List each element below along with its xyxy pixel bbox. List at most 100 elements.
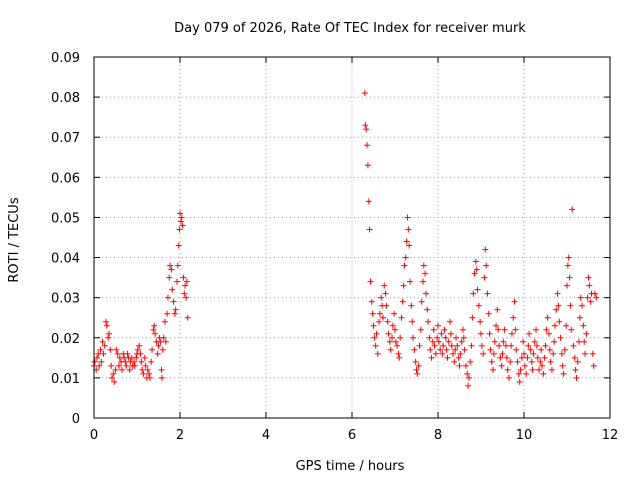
data-point <box>134 346 141 353</box>
data-point <box>158 374 165 381</box>
data-point <box>556 318 563 325</box>
data-point <box>502 342 509 349</box>
data-point <box>406 242 413 249</box>
data-point <box>523 370 530 377</box>
data-point <box>100 350 107 357</box>
data-point <box>142 362 149 369</box>
data-point <box>581 338 588 345</box>
data-point <box>162 338 169 345</box>
x-tick-label: 6 <box>348 428 356 443</box>
data-point <box>168 266 175 273</box>
data-point <box>148 358 155 365</box>
data-point <box>158 366 165 373</box>
data-point <box>590 362 597 369</box>
data-point <box>367 278 374 285</box>
data-point <box>465 382 472 389</box>
data-point <box>396 354 403 361</box>
data-point <box>457 350 464 357</box>
data-point <box>369 310 376 317</box>
data-point <box>473 266 480 273</box>
data-point <box>130 358 137 365</box>
data-point <box>490 350 497 357</box>
data-point <box>170 298 177 305</box>
data-point <box>548 366 555 373</box>
data-point <box>542 342 549 349</box>
data-point <box>511 298 518 305</box>
data-point <box>586 282 593 289</box>
data-point <box>172 306 179 313</box>
data-point <box>531 338 538 345</box>
data-point <box>571 354 578 361</box>
data-point <box>407 278 414 285</box>
data-point <box>379 314 386 321</box>
data-point <box>157 338 164 345</box>
y-tick-label: 0.04 <box>51 252 80 267</box>
x-tick-label: 4 <box>262 428 270 443</box>
data-point <box>493 322 500 329</box>
data-point <box>462 362 469 369</box>
data-point <box>550 350 557 357</box>
data-point <box>131 362 138 369</box>
data-point <box>498 362 505 369</box>
data-point <box>418 298 425 305</box>
data-point <box>363 126 370 133</box>
data-point <box>468 342 475 349</box>
data-point <box>559 362 566 369</box>
data-point <box>427 346 434 353</box>
data-point <box>475 302 482 309</box>
data-point <box>118 366 125 373</box>
data-point <box>151 322 158 329</box>
data-point <box>361 90 368 97</box>
data-point <box>554 290 561 297</box>
data-point <box>398 314 405 321</box>
data-point <box>146 370 153 377</box>
data-point <box>572 366 579 373</box>
data-point <box>576 338 583 345</box>
data-point <box>536 366 543 373</box>
data-point <box>477 318 484 325</box>
data-point <box>488 358 495 365</box>
y-tick-label: 0.02 <box>51 332 80 347</box>
data-point <box>469 314 476 321</box>
data-point <box>514 358 521 365</box>
data-point <box>521 362 528 369</box>
data-point <box>568 326 575 333</box>
data-point <box>507 358 514 365</box>
data-point <box>454 342 461 349</box>
x-tick-label: 8 <box>434 428 442 443</box>
data-point <box>97 346 104 353</box>
data-point <box>155 342 162 349</box>
data-point <box>137 350 144 357</box>
data-point <box>378 294 385 301</box>
data-point <box>512 326 519 333</box>
data-point <box>136 342 143 349</box>
data-point <box>513 346 520 353</box>
data-point <box>537 358 544 365</box>
data-point <box>471 270 478 277</box>
data-point <box>397 334 404 341</box>
data-point <box>182 282 189 289</box>
data-point <box>584 294 591 301</box>
data-point <box>541 354 548 361</box>
data-point <box>434 334 441 341</box>
data-point <box>173 278 180 285</box>
data-point <box>122 358 129 365</box>
y-tick-label: 0 <box>72 412 80 427</box>
data-point <box>374 350 381 357</box>
data-point <box>577 294 584 301</box>
data-point <box>566 274 573 281</box>
data-point <box>589 350 596 357</box>
data-point <box>491 338 498 345</box>
data-point <box>459 326 466 333</box>
data-point <box>389 322 396 329</box>
data-point <box>435 338 442 345</box>
data-point <box>422 290 429 297</box>
data-point <box>573 374 580 381</box>
data-point <box>149 346 156 353</box>
data-point <box>497 354 504 361</box>
data-point <box>399 298 406 305</box>
data-point <box>95 350 102 357</box>
data-point <box>98 358 105 365</box>
data-point <box>146 374 153 381</box>
data-point <box>372 342 379 349</box>
